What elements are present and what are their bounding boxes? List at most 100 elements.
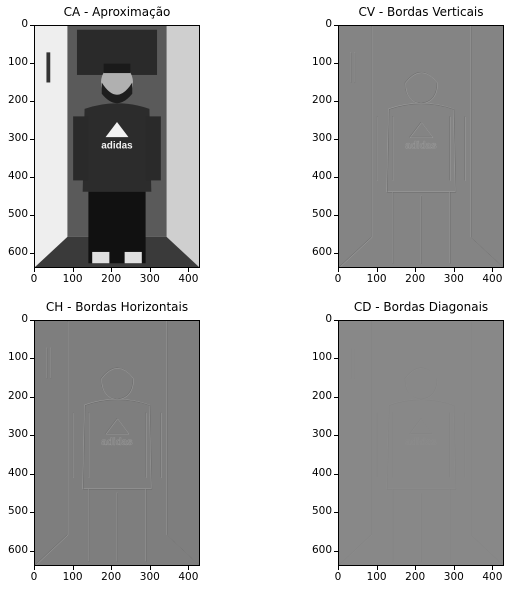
x-tick-label: 400 (482, 273, 503, 285)
y-tick (334, 214, 338, 216)
image-content: adidas (339, 321, 503, 565)
x-tick-label: 200 (101, 571, 122, 583)
x-tick (72, 268, 74, 272)
x-tick-label: 200 (405, 273, 426, 285)
x-tick-label: 400 (482, 571, 503, 583)
y-tick-label: 200 (7, 389, 28, 402)
x-tick (415, 268, 417, 272)
y-tick-label: 0 (21, 313, 28, 325)
x-tick-label: 100 (366, 273, 387, 285)
x-tick-label: 400 (178, 571, 199, 583)
x-tick-label: 300 (139, 571, 160, 583)
y-tick-label: 500 (7, 207, 28, 220)
y-tick (30, 512, 34, 514)
y-tick (30, 252, 34, 254)
y-tick-label: 300 (311, 428, 332, 441)
y-tick-label: 0 (325, 18, 332, 30)
x-tick-label: 100 (366, 571, 387, 583)
y-tick-label: 600 (311, 543, 332, 556)
y-tick (30, 435, 34, 437)
x-tick (376, 268, 378, 272)
logo-text: adidas (101, 437, 133, 448)
y-tick (334, 25, 338, 26)
y-tick (30, 176, 34, 178)
y-tick-label: 300 (7, 428, 28, 441)
y-tick (334, 435, 338, 437)
x-tick (376, 566, 378, 570)
y-tick-label: 600 (7, 543, 28, 556)
image-content: adidas (35, 26, 199, 267)
x-tick (188, 268, 190, 272)
y-tick-label: 0 (325, 313, 332, 325)
y-tick-label: 400 (311, 466, 332, 479)
x-tick (111, 268, 113, 272)
image-content: adidas (339, 26, 503, 267)
y-tick (334, 138, 338, 140)
y-tick (334, 358, 338, 360)
y-tick (30, 138, 34, 140)
x-tick-label: 300 (139, 273, 160, 285)
x-tick-label: 0 (334, 571, 342, 583)
y-tick-label: 600 (7, 245, 28, 258)
x-tick (338, 268, 339, 272)
y-tick (334, 320, 338, 321)
panel-title: CD - Bordas Diagonais (353, 300, 489, 314)
y-tick (30, 214, 34, 216)
x-tick (72, 566, 74, 570)
panel-title: CV - Bordas Verticais (358, 5, 484, 19)
image-area: adidas (34, 320, 200, 566)
y-tick-label: 100 (311, 55, 332, 68)
y-tick-label: 500 (311, 505, 332, 518)
y-tick (30, 62, 34, 64)
y-tick (334, 473, 338, 475)
y-tick (334, 396, 338, 398)
x-tick (415, 566, 417, 570)
x-tick (149, 268, 151, 272)
y-tick (30, 358, 34, 360)
y-tick-label: 300 (311, 131, 332, 144)
x-tick (34, 566, 35, 570)
y-tick (30, 473, 34, 475)
x-tick (149, 566, 151, 570)
y-tick-label: 500 (7, 505, 28, 518)
y-tick-label: 400 (311, 169, 332, 182)
y-tick-label: 200 (7, 93, 28, 106)
x-tick (111, 566, 113, 570)
x-tick-label: 0 (334, 273, 342, 285)
x-tick-label: 300 (443, 273, 464, 285)
y-tick (30, 320, 34, 321)
y-tick (334, 550, 338, 552)
panel-title: CA - Aproximação (63, 5, 171, 19)
x-tick-label: 300 (443, 571, 464, 583)
image-area: adidas (338, 320, 504, 566)
y-tick (334, 176, 338, 178)
x-tick-label: 100 (62, 571, 83, 583)
x-tick-label: 100 (62, 273, 83, 285)
image-area: adidas (338, 25, 504, 268)
y-tick (30, 100, 34, 102)
y-tick-label: 100 (7, 55, 28, 68)
x-tick-label: 200 (405, 571, 426, 583)
x-tick-label: 200 (101, 273, 122, 285)
y-tick (30, 550, 34, 552)
logo-text: adidas (405, 437, 437, 448)
x-tick (188, 566, 190, 570)
image-content: adidas (35, 321, 199, 565)
y-tick-label: 500 (311, 207, 332, 220)
y-tick-label: 300 (7, 131, 28, 144)
y-tick-label: 200 (311, 389, 332, 402)
y-tick-label: 400 (7, 466, 28, 479)
x-tick-label: 400 (178, 273, 199, 285)
logo-text: adidas (405, 140, 437, 151)
y-tick (334, 512, 338, 514)
y-tick-label: 600 (311, 245, 332, 258)
x-tick (34, 268, 35, 272)
x-tick-label: 0 (30, 571, 38, 583)
x-tick (492, 268, 494, 272)
x-tick-label: 0 (30, 273, 38, 285)
y-tick (30, 396, 34, 398)
y-tick-label: 0 (21, 18, 28, 30)
logo-text: adidas (101, 140, 133, 151)
y-tick-label: 100 (311, 351, 332, 364)
panel-title: CH - Bordas Horizontais (45, 300, 189, 314)
